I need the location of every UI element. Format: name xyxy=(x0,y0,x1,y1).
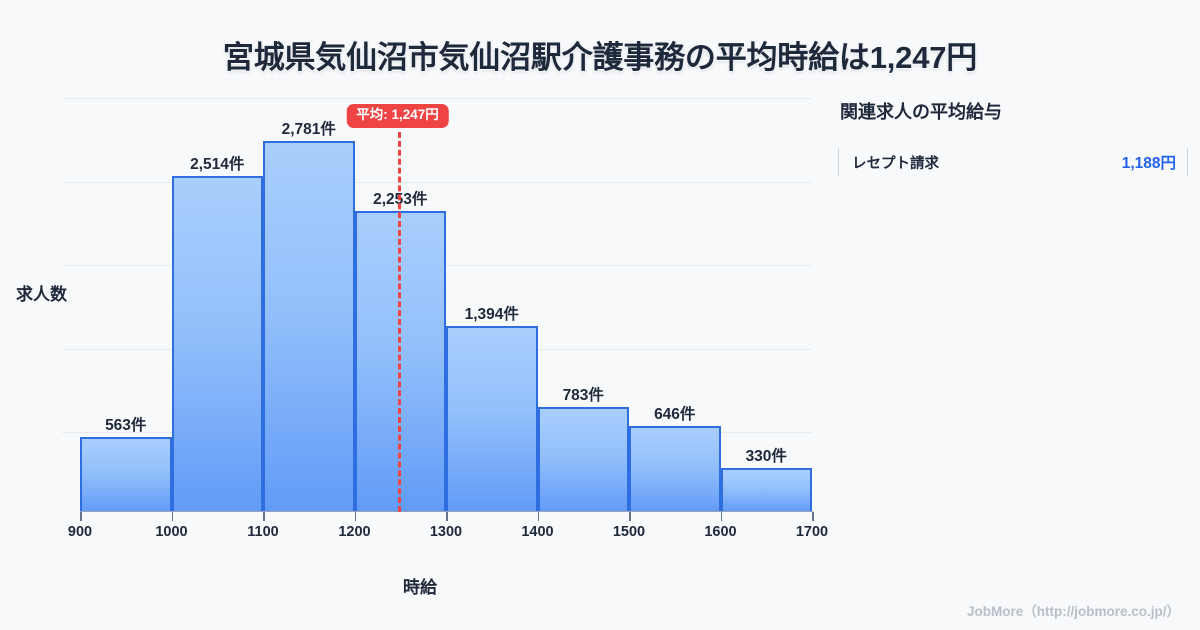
x-axis-tick-label: 1300 xyxy=(429,524,463,540)
y-axis-title: 求人数 xyxy=(16,285,67,304)
x-axis-tick xyxy=(629,512,631,521)
x-axis-tick-label: 1200 xyxy=(338,524,371,540)
side-panel-rows: レセプト請求 1,188円 xyxy=(838,148,1188,176)
x-axis-tick xyxy=(171,512,173,521)
salary-row-label: レセプト請求 xyxy=(852,155,939,172)
salary-row: レセプト請求 1,188円 xyxy=(838,148,1188,176)
bar-value-label: 330件 xyxy=(745,447,787,465)
related-salary-panel: 関連求人の平均給与 レセプト請求 1,188円 xyxy=(838,98,1188,176)
bar-value-label: 783件 xyxy=(562,387,604,405)
x-axis-tick xyxy=(537,512,539,521)
histogram-bar xyxy=(446,325,538,512)
bar-value-label: 646件 xyxy=(654,405,696,423)
x-axis-tick-label: 900 xyxy=(67,524,93,540)
histogram-bar xyxy=(263,140,355,512)
salary-row-value: 1,188円 xyxy=(1121,155,1176,172)
x-axis-tick xyxy=(812,512,814,521)
bar-value-label: 2,514件 xyxy=(190,156,245,174)
histogram-bar xyxy=(720,467,812,512)
histogram-bar xyxy=(171,176,263,512)
x-axis-tick-label: 1600 xyxy=(704,524,737,540)
side-panel-heading: 関連求人の平均給与 xyxy=(840,102,1002,122)
x-axis-tick xyxy=(720,512,722,521)
x-axis-tick xyxy=(446,512,448,521)
watermark: JobMore（http://jobmore.co.jp/） xyxy=(967,604,1180,619)
gridline xyxy=(62,98,812,99)
x-axis-tick xyxy=(80,512,82,521)
histogram-bar xyxy=(629,425,721,512)
x-axis-line xyxy=(80,510,813,512)
plot-area xyxy=(62,98,813,512)
average-badge: 平均: 1,247円 xyxy=(346,104,449,128)
x-axis-tick xyxy=(354,512,356,521)
x-axis-tick xyxy=(263,512,265,521)
x-axis-tick-label: 1400 xyxy=(521,524,554,540)
x-axis-title: 時給 xyxy=(403,578,437,597)
histogram-chart: 求人数 563件 2,514件 2,781件 2,253件 1,394件 783件 646件… xyxy=(16,98,829,597)
bar-value-label: 1,394件 xyxy=(464,305,519,323)
page-title: 宮城県気仙沼市気仙沼駅介護事務の平均時給は1,247円 xyxy=(222,40,978,75)
x-axis-tick-label: 1100 xyxy=(247,524,279,540)
x-axis-tick-label: 1000 xyxy=(155,524,188,540)
average-line xyxy=(397,132,401,512)
gridline xyxy=(62,181,812,183)
bar-value-label: 563件 xyxy=(105,416,147,434)
x-axis-tick-label: 1700 xyxy=(795,524,829,540)
bar-value-label: 2,781件 xyxy=(281,120,336,138)
histogram-bar xyxy=(537,407,629,512)
histogram-bar xyxy=(80,436,172,512)
x-axis-tick-label: 1500 xyxy=(612,524,646,540)
